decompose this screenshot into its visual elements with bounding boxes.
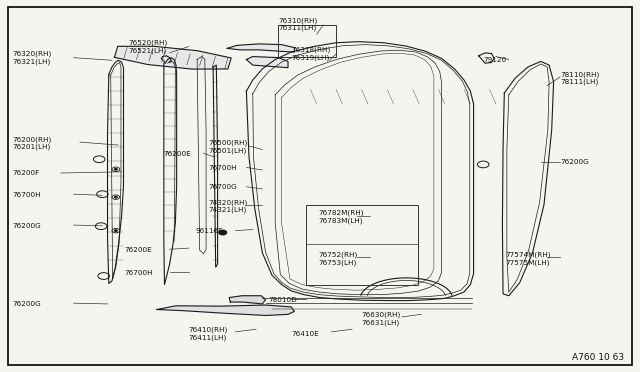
Circle shape <box>115 169 117 170</box>
Polygon shape <box>229 296 266 304</box>
Bar <box>306 205 418 285</box>
Circle shape <box>115 230 117 231</box>
Polygon shape <box>115 46 231 69</box>
Text: 76310(RH)
76311(LH): 76310(RH) 76311(LH) <box>278 17 317 31</box>
Text: 76200G: 76200G <box>13 301 42 307</box>
Text: A760 10 63: A760 10 63 <box>572 353 624 362</box>
Circle shape <box>219 230 227 235</box>
Text: 96116E: 96116E <box>195 228 223 234</box>
Text: 76200F: 76200F <box>13 170 40 176</box>
Text: 76700H: 76700H <box>13 192 42 198</box>
Text: 76520(RH)
76521(LH): 76520(RH) 76521(LH) <box>128 39 167 54</box>
Text: 74320(RH)
74321(LH): 74320(RH) 74321(LH) <box>208 199 247 214</box>
Polygon shape <box>157 305 294 315</box>
Circle shape <box>115 196 117 198</box>
Text: 76200E: 76200E <box>125 247 152 253</box>
Polygon shape <box>227 44 294 52</box>
Text: 76200G: 76200G <box>13 223 42 229</box>
Text: 76500(RH)
76501(LH): 76500(RH) 76501(LH) <box>208 140 247 154</box>
Text: 76200(RH)
76201(LH): 76200(RH) 76201(LH) <box>13 136 52 150</box>
Text: 76318(RH)
76319(LH): 76318(RH) 76319(LH) <box>291 47 330 61</box>
Text: 79120: 79120 <box>483 57 506 62</box>
Text: 76410E: 76410E <box>291 331 319 337</box>
Text: 76200G: 76200G <box>560 159 589 165</box>
Text: 76410(RH)
76411(LH): 76410(RH) 76411(LH) <box>189 327 228 341</box>
Text: 76200E: 76200E <box>163 151 191 157</box>
Text: 76320(RH)
76321(LH): 76320(RH) 76321(LH) <box>13 51 52 65</box>
Text: 76700H: 76700H <box>208 165 237 171</box>
Text: 76700G: 76700G <box>208 184 237 190</box>
Text: 76752(RH)
76753(LH): 76752(RH) 76753(LH) <box>318 251 357 266</box>
Text: 77574M(RH)
77575M(LH): 77574M(RH) 77575M(LH) <box>506 251 551 266</box>
Polygon shape <box>246 57 288 68</box>
Text: 78110(RH)
78111(LH): 78110(RH) 78111(LH) <box>560 71 599 85</box>
Text: 76630(RH)
76631(LH): 76630(RH) 76631(LH) <box>362 312 401 326</box>
Text: 76700H: 76700H <box>125 270 154 276</box>
Text: 78010D: 78010D <box>269 297 298 303</box>
Bar <box>278 25 336 57</box>
Text: 76782M(RH)
76783M(LH): 76782M(RH) 76783M(LH) <box>318 209 364 224</box>
